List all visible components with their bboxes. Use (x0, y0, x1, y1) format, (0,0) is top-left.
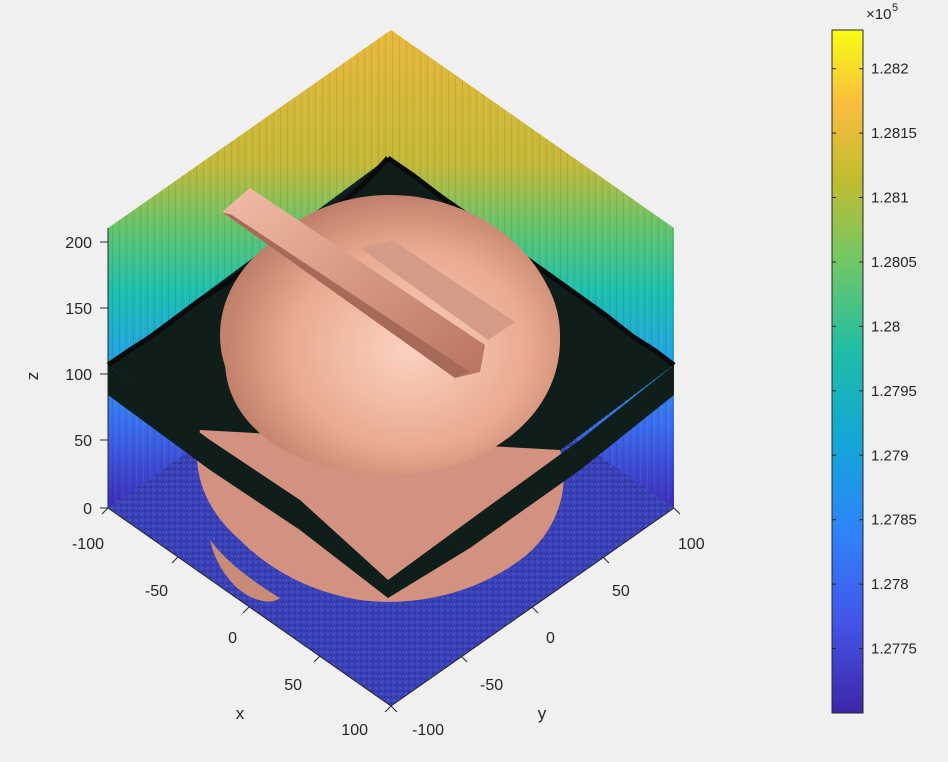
y-axis-label: y (538, 704, 547, 723)
frame-bar (222, 188, 515, 378)
colorbar-exponent: 5 (892, 2, 898, 14)
y-axis: 100 50 0 -50 -100 y (390, 507, 705, 739)
y-tick-label: 0 (546, 630, 555, 647)
z-tick-label: 100 (65, 367, 92, 384)
colorbar-tick-label: 1.2775 (871, 641, 917, 658)
colorbar-tick-label: 1.281 (871, 190, 909, 207)
z-tick-label: 150 (65, 301, 92, 318)
colorbar-tick-label: 1.2795 (871, 383, 917, 400)
colorbar-tick-label: 1.2805 (871, 254, 917, 271)
noise-front-fringe (108, 365, 674, 598)
x-tick-label: 100 (341, 722, 368, 739)
colorbar-tick-label: 1.2815 (871, 125, 917, 142)
x-tick-label: 50 (284, 677, 302, 694)
x-axis-label: x (236, 704, 245, 723)
head-lower (196, 430, 564, 602)
x-axis: -100 -50 0 50 100 x (72, 507, 392, 739)
y-tick-label: 50 (612, 583, 630, 600)
x-tick-label: 0 (228, 630, 237, 647)
y-tick-label: -100 (412, 722, 444, 739)
x-tick-label: -100 (72, 536, 104, 553)
colorbar-exponent-base: ×10 (866, 6, 891, 23)
colorbar: ×10 5 1.2821.28151.2811.28051.281.27951.… (831, 2, 917, 714)
z-axis: 0 50 100 150 200 z (23, 235, 108, 518)
z-tick-label: 200 (65, 235, 92, 252)
colorbar-tick-label: 1.278 (871, 576, 909, 593)
colorbar-ticks: 1.282 1.2815 1.281 1.2805 1.28 1.2795 1.279 1.2… (832, 61, 917, 658)
z-tick-label: 50 (74, 433, 92, 450)
y-tick-label: -50 (480, 677, 503, 694)
colorbar-tick-label: 1.28 (871, 318, 900, 335)
colorbar-tick-label: 1.2785 (871, 512, 917, 529)
z-tick-label: 0 (83, 501, 92, 518)
colorbar-tick-label: 1.282 (871, 61, 909, 78)
colorbar-tick-label: 1.279 (871, 447, 909, 464)
colorbar-gradient (831, 29, 864, 714)
z-axis-label: z (23, 372, 42, 381)
y-tick-label: 100 (678, 536, 705, 553)
x-tick-label: -50 (145, 583, 168, 600)
